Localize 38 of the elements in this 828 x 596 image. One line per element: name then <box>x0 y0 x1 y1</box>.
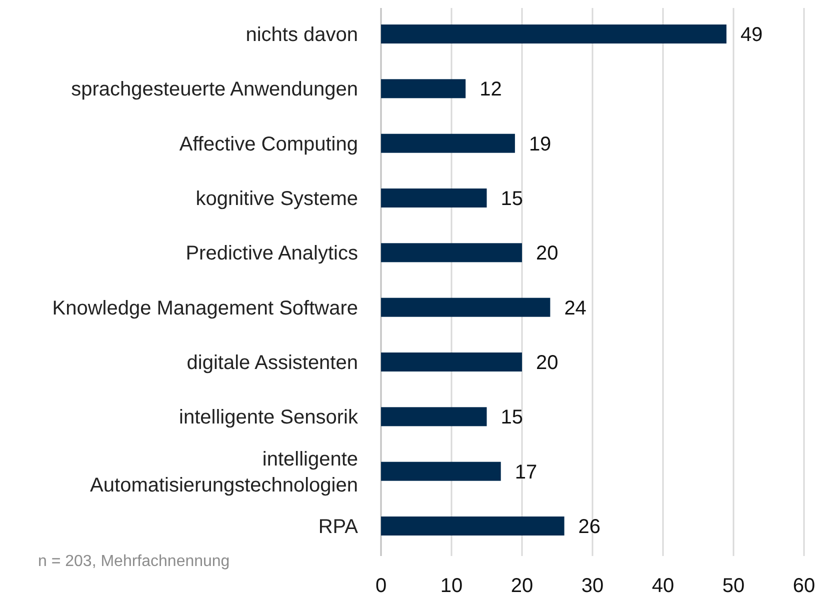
data-label: 17 <box>514 461 538 484</box>
data-label: 20 <box>536 242 558 265</box>
y-tick-label: Affective Computing <box>179 133 358 156</box>
bar <box>381 24 726 44</box>
bar <box>381 462 501 481</box>
data-label: 12 <box>480 78 502 101</box>
bar <box>381 352 522 372</box>
data-label: 15 <box>500 406 523 429</box>
x-tick-label: 20 <box>510 575 534 596</box>
data-label: 49 <box>740 24 763 46</box>
y-tick-label: intelligente Automatisierungstechnologien <box>90 448 358 496</box>
bar <box>381 516 564 536</box>
bar <box>381 298 550 317</box>
y-tick-label: intelligente Sensorik <box>179 406 359 429</box>
x-tick-label: 10 <box>440 575 463 596</box>
y-tick-label: Knowledge Management Software <box>52 297 358 320</box>
x-tick-label: 40 <box>652 575 674 596</box>
bar <box>381 243 522 262</box>
x-tick-label: 30 <box>581 575 604 596</box>
bar <box>381 188 487 208</box>
bar <box>381 79 466 98</box>
data-label: 19 <box>528 133 552 156</box>
y-tick-label: kognitive Systeme <box>196 188 358 210</box>
y-tick-label: Predictive Analytics <box>186 242 358 265</box>
data-label: 15 <box>500 188 523 210</box>
data-label: 20 <box>536 352 558 374</box>
y-tick-label: digitale Assistenten <box>186 352 358 374</box>
y-tick-label: RPA <box>318 516 359 538</box>
bar <box>381 407 487 426</box>
bar <box>381 134 515 153</box>
text: n = 203, Mehrfachnennung <box>38 553 230 570</box>
x-tick-label: 50 <box>722 575 745 596</box>
x-tick-label: 60 <box>792 575 816 596</box>
data-label: 26 <box>578 516 601 538</box>
y-tick-label: nichts davon <box>246 24 358 46</box>
x-tick-label: 0 <box>375 575 387 596</box>
data-label: 24 <box>564 297 586 320</box>
y-tick-label: sprachgesteuerte Anwendungen <box>71 78 358 101</box>
